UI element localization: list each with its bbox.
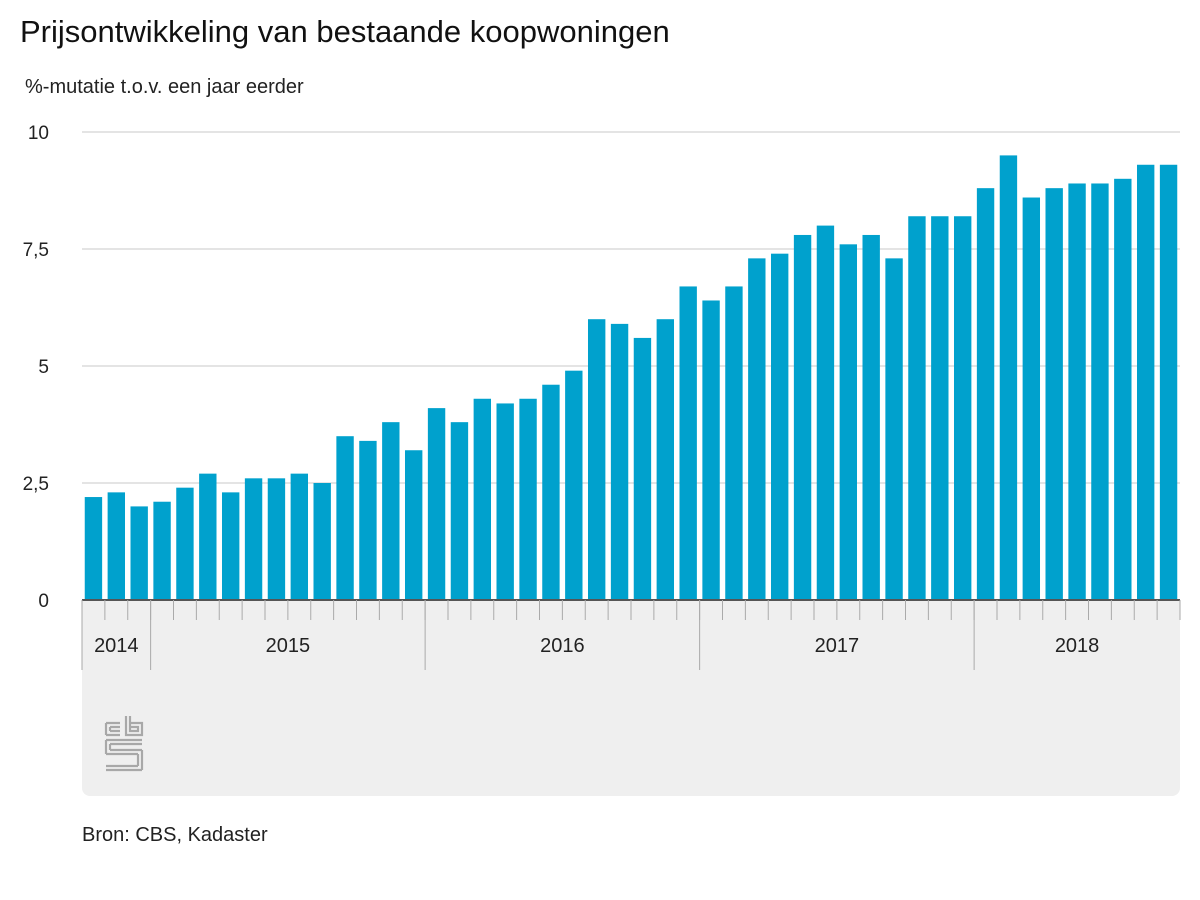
bar [107,492,126,600]
bar [908,216,926,601]
bar [793,234,812,600]
bar [633,337,652,600]
bar [176,487,194,600]
bar [656,319,675,600]
bar [610,323,629,600]
bar [1022,197,1041,600]
y-tick-label: 7,5 [23,240,49,261]
bar [725,286,743,600]
bar [221,492,240,600]
bar [290,473,309,600]
chart-title: Prijsontwikkeling van bestaande koopwoni… [20,14,670,49]
bar [382,422,400,600]
bar [816,225,835,600]
bar [1045,188,1063,600]
bar [267,478,286,600]
bar [427,408,446,600]
bar [1159,164,1178,600]
bar [199,473,217,600]
bar [542,384,560,600]
bar [679,286,697,600]
bar [748,258,766,600]
bar [931,216,949,601]
x-axis-panel [82,600,1180,796]
bar [84,497,103,600]
bar [1114,178,1132,601]
bar [565,370,583,600]
bar [404,450,423,600]
bar [702,300,720,600]
bar [953,216,972,601]
bar [1136,164,1155,600]
bar [999,155,1018,600]
bar [359,440,377,600]
source-note: Bron: CBS, Kadaster [82,824,268,846]
bar [1068,183,1086,601]
bar [862,234,880,600]
chart-subtitle: %-mutatie t.o.v. een jaar eerder [25,76,304,98]
bar [473,398,492,600]
bar [587,319,606,600]
bar [885,258,903,600]
bar [153,501,171,600]
bar [336,436,354,600]
bar [244,478,263,600]
bar [839,244,858,600]
y-tick-label: 10 [28,123,49,144]
bar [130,506,148,600]
bar [976,188,995,600]
bar [313,483,331,600]
bar [1091,183,1109,601]
bar [496,403,514,600]
y-tick-label: 2,5 [23,474,49,495]
y-tick-label: 0 [38,591,49,612]
bar [770,253,789,600]
bar [519,398,537,600]
y-tick-label: 5 [38,357,49,378]
bar [450,422,469,600]
cbs-logo-icon [104,716,144,772]
